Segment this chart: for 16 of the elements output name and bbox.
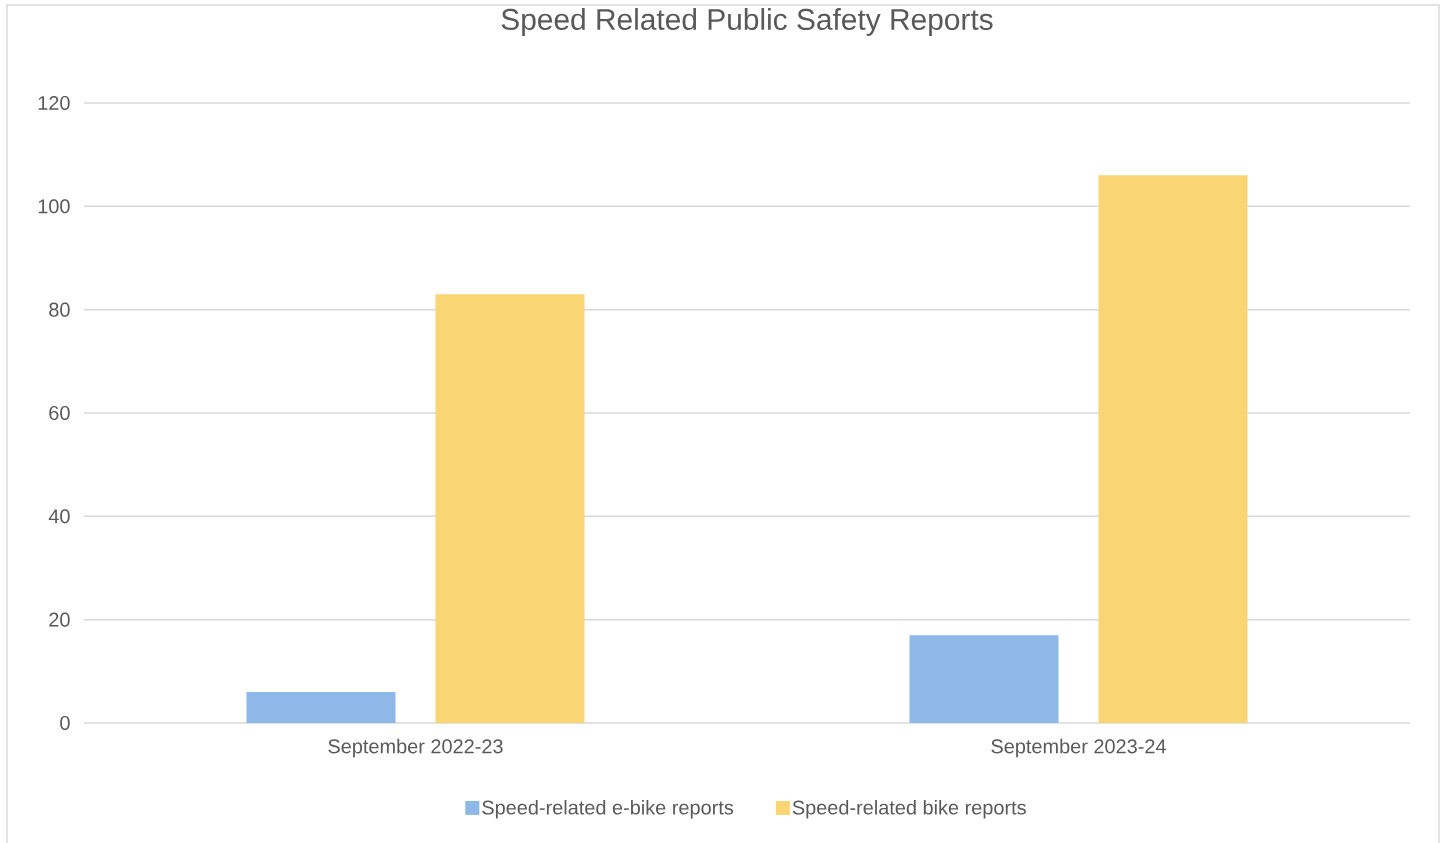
bar [909, 635, 1059, 723]
legend-label: Speed-related e-bike reports [482, 799, 734, 819]
x-tick-label: September 2022-23 [328, 738, 503, 758]
legend-label: Speed-related bike reports [792, 799, 1026, 819]
chart-title: Speed Related Public Safety Reports [501, 8, 993, 36]
y-tick-label: 100 [38, 199, 70, 214]
bar [1098, 175, 1248, 723]
y-tick-label: 20 [49, 612, 70, 627]
bar [246, 692, 396, 723]
y-tick-label: 80 [49, 302, 70, 317]
bar [435, 294, 585, 723]
x-tick-label: September 2023-24 [991, 738, 1166, 758]
y-tick-label: 60 [49, 405, 70, 421]
y-tick-label: 40 [48, 509, 70, 524]
y-tick-label: 120 [38, 95, 70, 111]
y-tick-label: 0 [60, 715, 70, 731]
